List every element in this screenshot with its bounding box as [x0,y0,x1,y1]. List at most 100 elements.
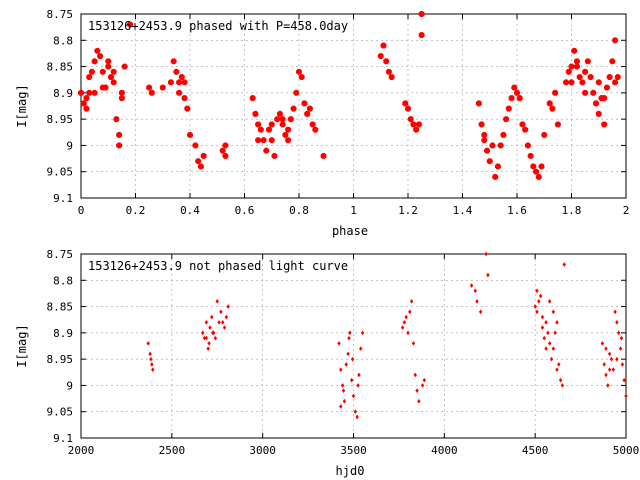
grid-lines [81,14,626,198]
y-tick-label: 9.1 [53,192,73,205]
data-point [91,89,98,96]
x-tick-label: 0 [78,204,85,217]
data-point [339,404,343,409]
data-point [407,116,414,123]
data-point [481,137,488,144]
data-point [348,330,352,336]
data-point [219,147,226,154]
data-point [351,393,356,399]
data-point [582,89,589,96]
data-point [255,121,262,128]
data-point [347,335,351,341]
data-point [86,74,93,81]
data-point [411,341,416,346]
data-point [415,388,419,393]
x-tick-label: 1.2 [398,204,418,217]
data-point [604,346,608,351]
x-tick-label: 2500 [159,444,186,457]
chart-title: 153126+2453.9 phased with P=458.0day [88,19,348,33]
data-point [478,309,483,315]
chart-title: 153126+2453.9 not phased light curve [88,259,348,273]
data-point [418,32,425,38]
data-point [170,58,177,65]
data-point [200,330,205,336]
data-point [492,174,499,180]
data-point [606,383,610,388]
data-point [516,95,523,102]
data-point [405,105,411,112]
y-tick-label: 8.75 [47,8,74,21]
data-point [276,110,283,117]
y-axis-label: I[mag] [15,324,29,367]
data-point [420,383,425,388]
data-point [607,367,612,372]
data-point [206,346,210,351]
data-point [475,100,482,107]
data-point [522,126,529,133]
data-point [603,84,610,91]
data-point [617,330,621,336]
data-point [555,367,559,372]
data-point [418,11,425,17]
data-point [91,58,98,65]
data-point [508,95,515,102]
x-tick-label: 4500 [522,444,549,457]
data-point [159,84,166,91]
grid-lines [81,254,626,438]
data-point [350,356,355,362]
data-point [595,79,602,86]
data-point [415,121,422,128]
data-point [473,288,477,294]
data-point [595,110,602,117]
data-point [86,89,93,96]
data-point [353,409,358,415]
data-point [287,116,294,123]
data-point [530,163,537,170]
data-point [615,320,619,325]
data-point [593,100,599,107]
data-point [298,74,305,81]
x-axis-label: phase [332,224,368,238]
data-point [279,121,286,128]
data-point [252,110,259,117]
axis-ticks: 0 0.2 0.4 0.6 0.8 1 1.2 1.4 1.6 1.8 2 8.75 8.8 8.85 8.… [47,8,630,217]
data-point [478,121,485,128]
data-point [146,84,153,91]
data-point [271,152,278,159]
data-point [571,47,578,54]
data-points [78,11,621,180]
data-point [579,79,586,86]
data-point [118,95,125,102]
data-point [587,74,594,81]
data-point [622,377,626,383]
data-point [552,89,559,96]
y-tick-label: 8.8 [53,34,73,47]
data-point [312,126,319,133]
data-point [148,351,152,357]
data-point [620,362,625,367]
data-point [113,116,120,123]
data-point [410,121,417,128]
data-point [359,346,363,351]
x-tick-label: 3000 [249,444,276,457]
data-point [197,163,204,170]
x-tick-label: 5000 [613,444,640,457]
data-point [538,163,545,170]
data-point [547,341,552,346]
phased-light-curve-panel: 0 0.2 0.4 0.6 0.8 1 1.2 1.4 1.6 1.8 2 8.75 8.8 8.85 8.… [15,8,629,238]
data-point [612,79,619,86]
y-tick-label: 8.9 [53,327,73,340]
data-point [606,74,613,81]
data-point [99,68,106,75]
data-point [568,63,575,70]
data-point [108,74,114,81]
data-point [546,100,553,107]
data-point [537,299,541,304]
data-point [148,89,155,96]
data-point [356,383,360,388]
data-point [257,126,264,133]
data-point [601,121,608,128]
x-tick-label: 1.6 [507,204,527,217]
data-point [511,84,518,91]
